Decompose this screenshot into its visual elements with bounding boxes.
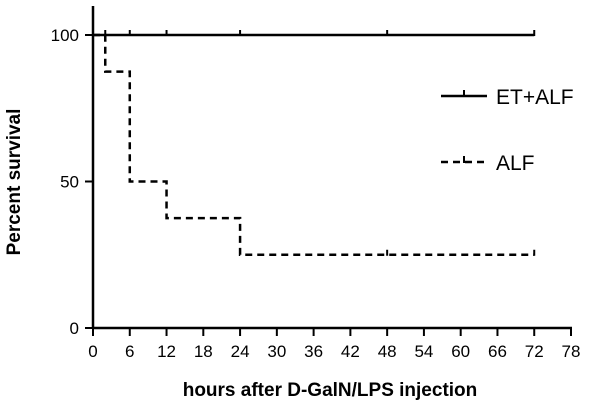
x-tick-label: 12	[157, 342, 176, 361]
x-tick-label: 72	[525, 342, 544, 361]
x-tick-label: 6	[125, 342, 134, 361]
x-tick-label: 0	[88, 342, 97, 361]
legend: ET+ALF ALF	[441, 86, 574, 175]
x-tick-label: 42	[341, 342, 360, 361]
y-tick-label: 50	[60, 173, 79, 192]
y-axis-title: Percent survival	[4, 109, 25, 256]
x-tick-label: 18	[194, 342, 213, 361]
y-tick-label: 100	[51, 26, 79, 45]
x-tick-label: 60	[451, 342, 470, 361]
x-tick-label: 36	[304, 342, 323, 361]
x-axis-title: hours after D-GalN/LPS injection	[183, 380, 478, 401]
series-line-alf	[93, 33, 535, 256]
x-tick-label: 66	[488, 342, 507, 361]
plot-area: 0 6 12 18 24 30 36 42 48 54 60 66 72 78 0 50 100	[51, 6, 581, 361]
x-tick-label: 54	[414, 342, 433, 361]
x-tick-label: 78	[562, 342, 581, 361]
x-tick-label: 24	[231, 342, 250, 361]
legend-label: ET+ALF	[496, 86, 574, 109]
y-tick-label: 0	[70, 319, 79, 338]
x-tick-label: 30	[267, 342, 286, 361]
legend-label: ALF	[496, 152, 535, 175]
x-tick-label: 48	[378, 342, 397, 361]
